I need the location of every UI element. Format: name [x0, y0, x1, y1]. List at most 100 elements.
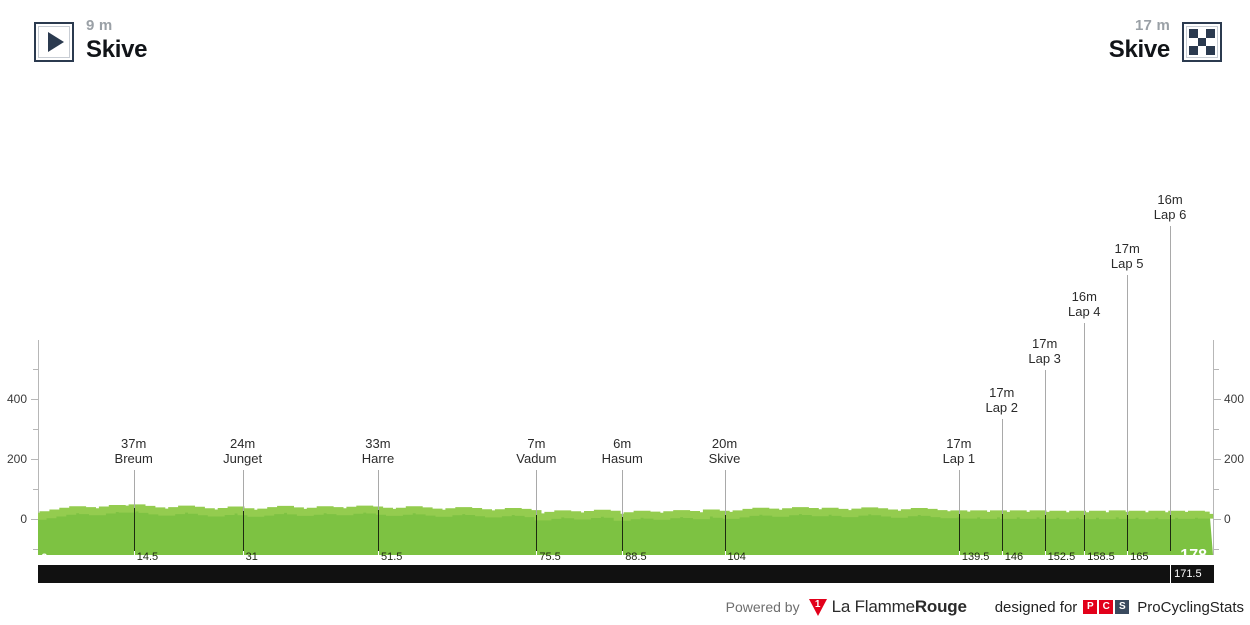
- km-label: 75.5: [539, 551, 561, 563]
- km-label: 14.5: [136, 551, 159, 563]
- poi-label: 17m Lap 5: [1111, 241, 1144, 271]
- poi-stem: [1170, 226, 1172, 516]
- start-altitude: 9 m: [86, 17, 113, 34]
- pcs-wordmark: ProCyclingStats: [1137, 598, 1244, 616]
- poi-stem: [1001, 419, 1003, 515]
- y-axis-right: [1213, 340, 1214, 555]
- poi-stem: [536, 470, 538, 515]
- poi-stem: [242, 470, 244, 512]
- km-label: 31: [245, 551, 258, 563]
- poi-label: 16m Lap 6: [1154, 192, 1187, 222]
- poi-label: 6m Hasum: [602, 436, 643, 466]
- poi-stem-lower: [242, 511, 244, 551]
- finish-city: Skive: [1108, 36, 1171, 63]
- flamme-rouge-number: 1: [814, 598, 821, 610]
- poi-label: 17m Lap 2: [985, 385, 1018, 415]
- y-axis-left: [38, 340, 39, 555]
- poi-name: Breum: [114, 451, 153, 466]
- poi-label: 24m Junget: [223, 436, 262, 466]
- y-tick: [1214, 459, 1221, 460]
- poi-stem-lower: [536, 514, 538, 551]
- checkered-flag-icon: [1182, 22, 1222, 62]
- y-minor-tick: [33, 489, 38, 490]
- poi-name: Lap 1: [942, 451, 976, 466]
- terrain-fill: [38, 507, 1213, 555]
- poi-stem: [133, 470, 135, 509]
- poi-name: Lap 4: [1067, 304, 1101, 319]
- poi-stem-lower: [1044, 514, 1046, 551]
- poi-altitude: 17m: [989, 385, 1015, 400]
- start-city: Skive: [86, 36, 148, 63]
- poi-altitude: 7m: [527, 436, 546, 451]
- poi-name: Harre: [361, 451, 395, 466]
- y-minor-tick: [33, 429, 38, 430]
- pcs-letter-s: S: [1115, 600, 1130, 614]
- y-minor-tick: [1214, 549, 1219, 550]
- black-bar-label: 171.5: [1174, 568, 1202, 580]
- poi-altitude: 16m: [1157, 192, 1183, 207]
- poi-label: 33m Harre: [362, 436, 395, 466]
- km-label: 146: [1004, 551, 1024, 563]
- poi-label: 37m Breum: [115, 436, 153, 466]
- y-minor-tick: [1214, 369, 1219, 370]
- distance-bar: 171.5: [38, 565, 1214, 583]
- terrain-edge: [38, 504, 1214, 521]
- poi-altitude: 24m: [229, 436, 256, 451]
- poi-altitude: 20m: [711, 436, 738, 451]
- y-minor-tick: [1214, 489, 1219, 490]
- km-label: 88.5: [625, 551, 647, 563]
- poi-stem: [377, 470, 379, 511]
- y-tick: [31, 519, 38, 520]
- poi-altitude: 17m: [946, 436, 972, 451]
- km-label: 51.5: [380, 551, 403, 563]
- km-label: 158.5: [1087, 551, 1115, 563]
- y-tick-label: 0: [1224, 512, 1231, 526]
- km-label: 104: [727, 551, 746, 563]
- km-label: 165: [1130, 551, 1149, 563]
- y-minor-tick: [1214, 429, 1219, 430]
- km-label: 152.5: [1047, 551, 1076, 563]
- km-label: 0: [41, 551, 48, 565]
- start-marker: 9 m Skive: [34, 17, 148, 63]
- y-tick-label: 0: [20, 512, 27, 526]
- poi-name: Hasum: [601, 451, 643, 466]
- poi-altitude: 16m: [1071, 289, 1097, 304]
- footer-credits: Powered by 1 La FlammeRouge designed for…: [726, 597, 1244, 617]
- y-tick-label: 400: [6, 392, 27, 406]
- poi-altitude: 6m: [613, 436, 632, 451]
- y-tick: [1214, 399, 1221, 400]
- poi-stem: [622, 470, 624, 518]
- finish-altitude: 17 m: [1135, 17, 1170, 34]
- poi-altitude: 37m: [121, 436, 147, 451]
- poi-stem: [1044, 370, 1046, 515]
- poi-name: Lap 3: [1028, 351, 1061, 366]
- poi-stem: [1127, 275, 1129, 516]
- play-icon: [34, 22, 74, 62]
- y-tick-label: 200: [1224, 452, 1245, 466]
- flamme-rouge-wordmark: La FlammeRouge: [832, 597, 967, 617]
- y-tick-label: 200: [6, 452, 27, 466]
- poi-label: 7m Vadum: [516, 436, 556, 466]
- powered-by-label: Powered by: [725, 599, 800, 615]
- poi-name: Vadum: [516, 451, 557, 466]
- poi-altitude: 17m: [1114, 241, 1140, 256]
- pcs-letter-p: P: [1083, 600, 1098, 614]
- poi-altitude: 17m: [1032, 336, 1058, 351]
- poi-stem-lower: [133, 508, 135, 551]
- poi-name: Lap 2: [985, 400, 1019, 415]
- black-bar-separator: [1170, 565, 1172, 583]
- poi-label: 20m Skive: [709, 436, 741, 466]
- designed-for-label: designed for: [994, 598, 1078, 616]
- poi-label: 16m Lap 4: [1068, 289, 1101, 319]
- poi-stem-lower: [1001, 514, 1003, 551]
- pcs-letter-c: C: [1099, 600, 1114, 614]
- poi-stem-lower: [622, 517, 624, 551]
- terrain-area: [38, 330, 1214, 555]
- poi-label: 17m Lap 3: [1028, 336, 1061, 366]
- poi-stem: [724, 470, 726, 515]
- y-tick: [1214, 519, 1221, 520]
- poi-altitude: 33m: [365, 436, 391, 451]
